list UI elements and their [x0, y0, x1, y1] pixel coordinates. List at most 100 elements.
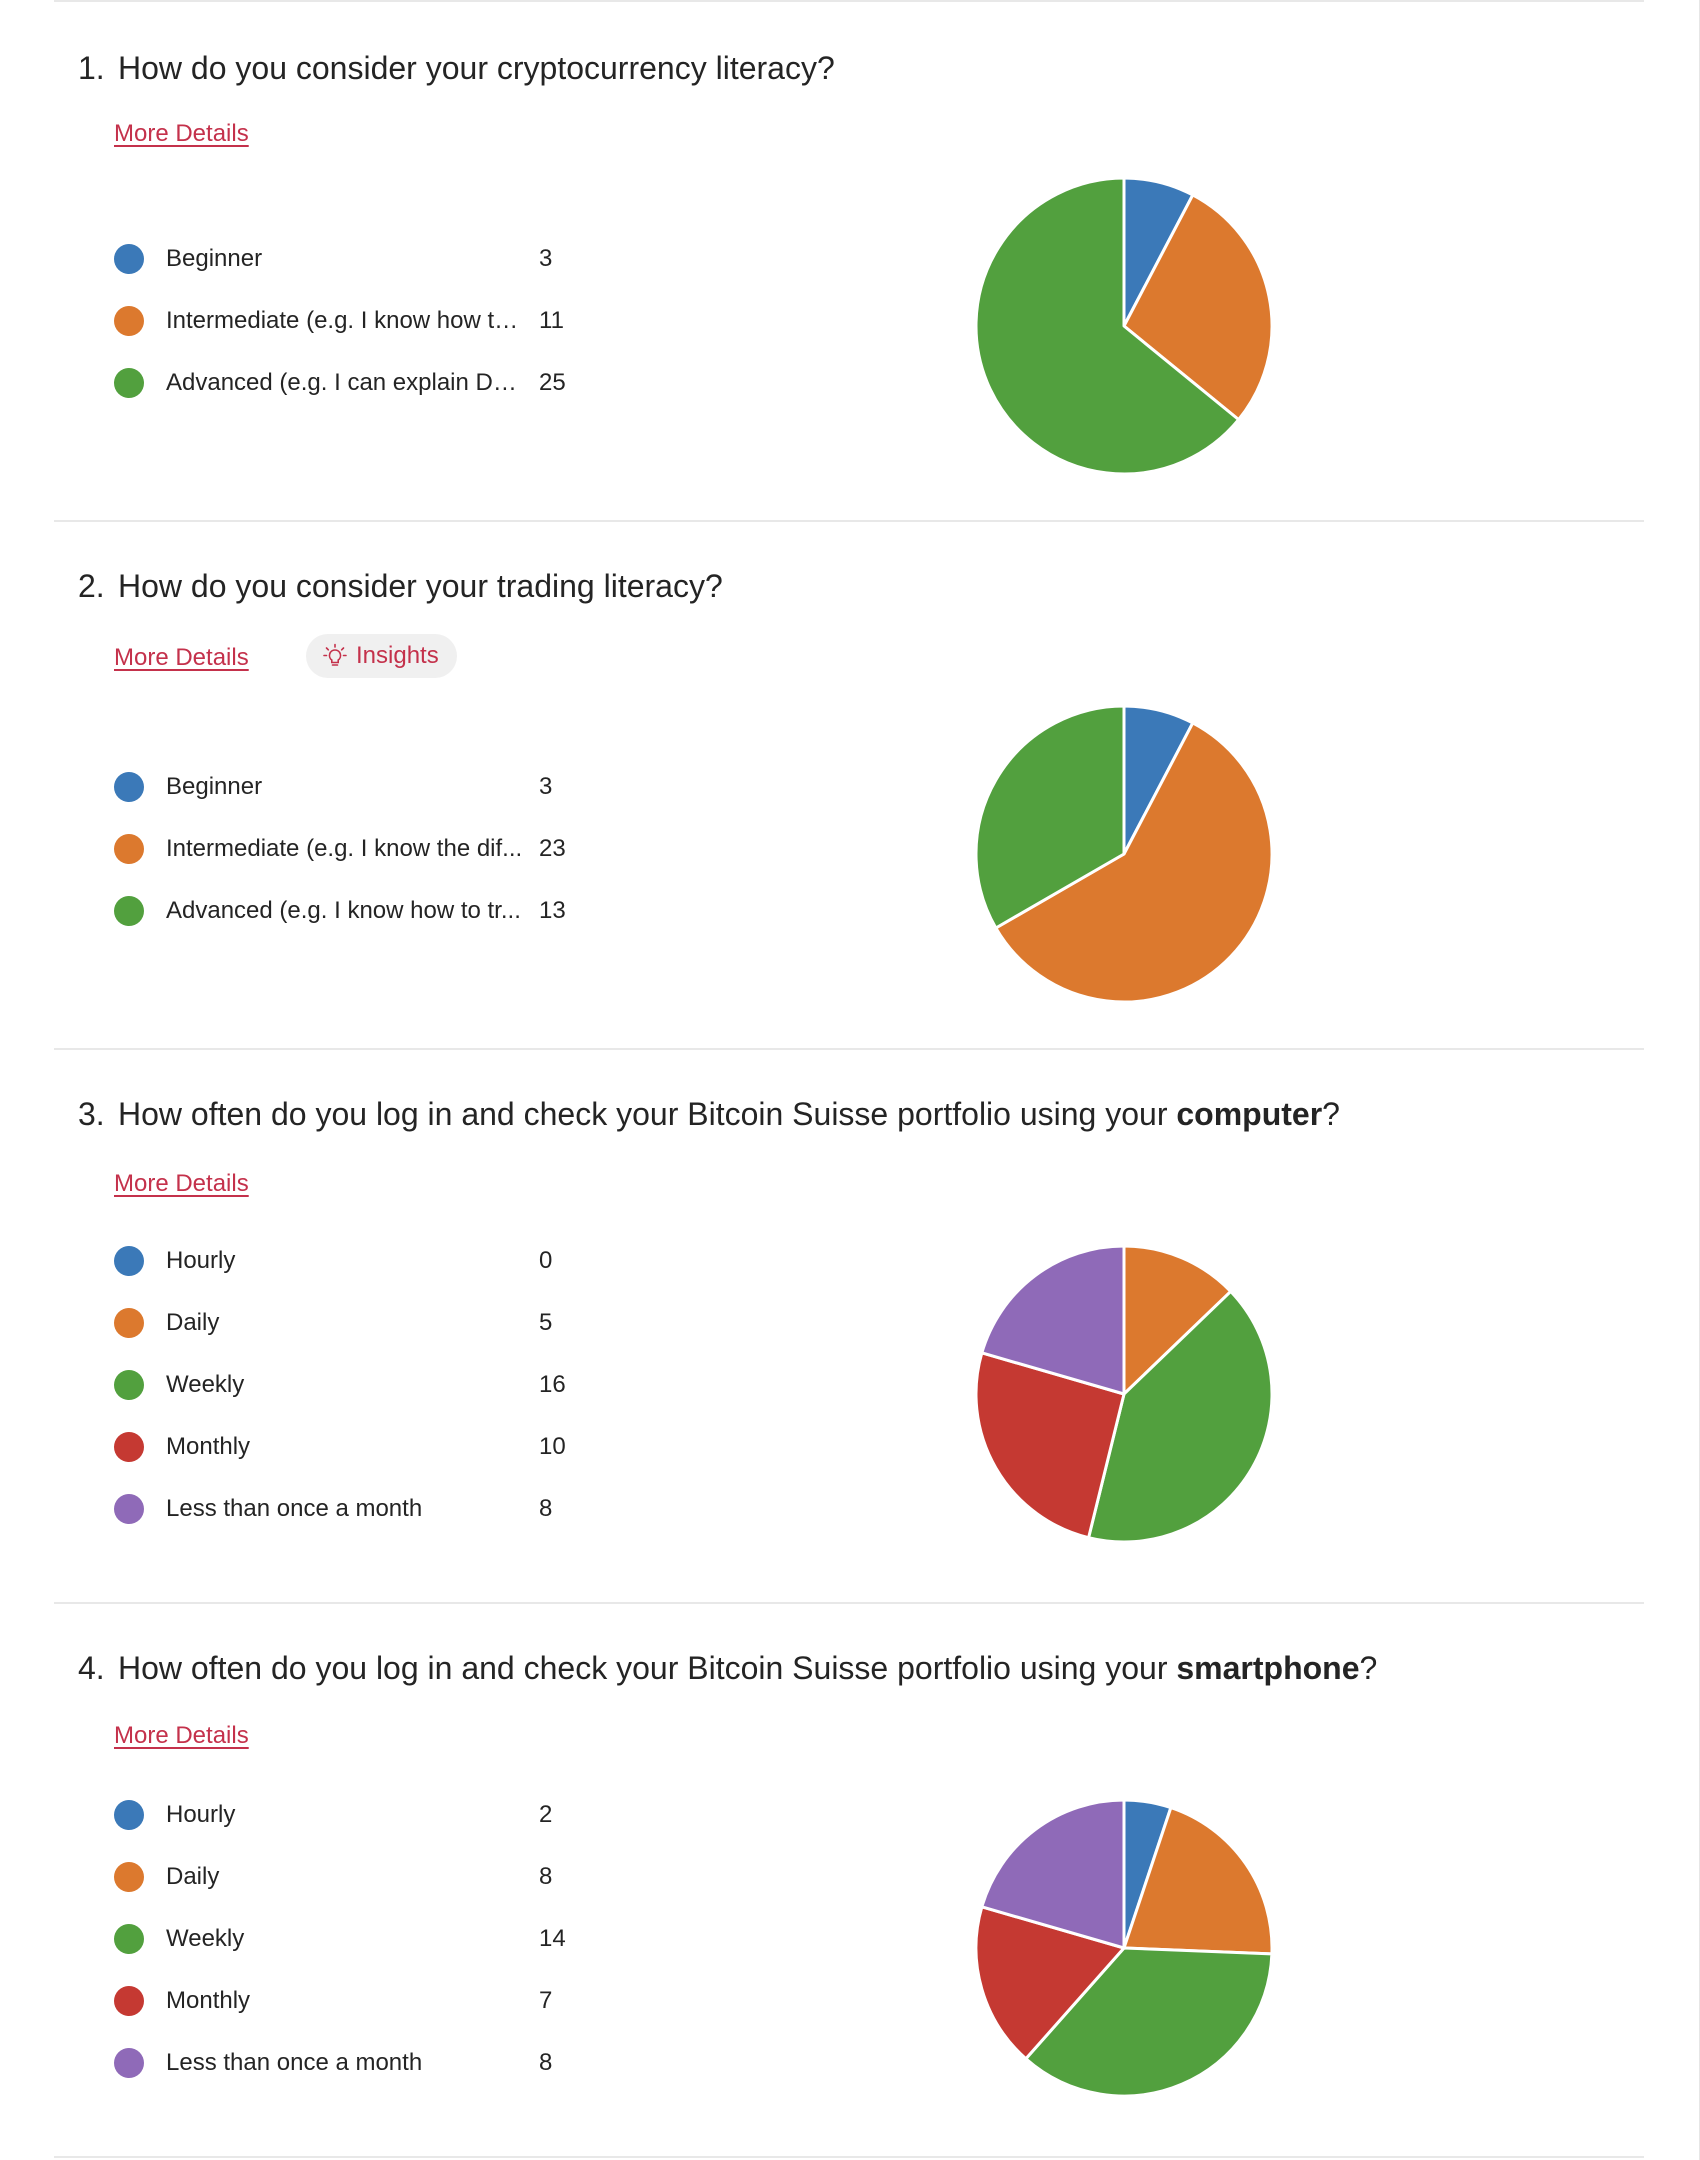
legend-count: 8	[539, 1863, 553, 1890]
legend-item: Beginner 3	[114, 756, 634, 818]
legend-count: 25	[539, 369, 566, 396]
legend: Beginner 3 Intermediate (e.g. I know the…	[114, 756, 634, 942]
legend-count: 13	[539, 897, 566, 924]
legend-label: Monthly	[166, 1433, 251, 1460]
legend-label: Monthly	[166, 1987, 251, 2014]
question-title: 4. How often do you log in and check your…	[78, 1648, 1377, 1688]
legend-label: Daily	[166, 1863, 220, 1890]
more-details-link[interactable]: More Details	[114, 1170, 249, 1197]
legend-item: Hourly 2	[114, 1784, 634, 1846]
pie-slice-daily[interactable]	[1122, 1244, 1233, 1396]
pie-slice-monthly[interactable]	[974, 1905, 1126, 2061]
question-number: 2.	[78, 568, 105, 604]
question-number: 1.	[78, 50, 105, 86]
legend-item: Weekly 16	[114, 1354, 634, 1416]
legend-label: Hourly	[166, 1247, 236, 1274]
legend-count: 23	[539, 835, 566, 862]
legend-swatch	[114, 1370, 144, 1400]
pie-slice-intermediate-e-g-i-know-how-to[interactable]	[1122, 193, 1274, 422]
legend-item: Monthly 7	[114, 1970, 634, 2032]
legend-item: Daily 8	[114, 1846, 634, 1908]
question-title: 3. How often do you log in and check your…	[78, 1094, 1340, 1134]
pie-slice-weekly[interactable]	[1024, 1946, 1274, 2098]
insights-button[interactable]: Insights	[306, 634, 457, 678]
legend-label: Intermediate (e.g. I know how to...	[166, 307, 526, 334]
section-divider	[54, 1048, 1644, 1050]
legend-label: Daily	[166, 1309, 220, 1336]
legend-item: Advanced (e.g. I know how to tr... 13	[114, 880, 634, 942]
question-text: How often do you log in and check your B…	[118, 1096, 1177, 1132]
legend-count: 7	[539, 1987, 553, 2014]
legend-label: Weekly	[166, 1925, 245, 1952]
legend-item: Less than once a month 8	[114, 2032, 634, 2094]
question-text-suffix: ?	[1322, 1096, 1340, 1132]
legend-swatch	[114, 1924, 144, 1954]
legend-count: 14	[539, 1925, 566, 1952]
legend-item: Advanced (e.g. I can explain DeFi) 25	[114, 352, 634, 414]
legend-count: 3	[539, 773, 553, 800]
question-title: 1. How do you consider your cryptocurrenc…	[78, 48, 835, 88]
question-text-bold: smartphone	[1176, 1650, 1360, 1686]
legend-count: 3	[539, 245, 553, 272]
pie-chart[interactable]	[974, 1244, 1274, 1544]
legend-item: Beginner 3	[114, 228, 634, 290]
legend-count: 5	[539, 1309, 553, 1336]
legend-item: Monthly 10	[114, 1416, 634, 1478]
legend-swatch	[114, 1308, 144, 1338]
pie-chart[interactable]	[974, 176, 1274, 476]
legend-swatch	[114, 1986, 144, 2016]
question-text: How often do you log in and check your B…	[118, 1650, 1177, 1686]
legend-item: Intermediate (e.g. I know how to... 11	[114, 290, 634, 352]
question-number: 4.	[78, 1650, 105, 1686]
pie-slice-advanced-e-g-i-know-how-to-tr[interactable]	[974, 704, 1126, 930]
legend-swatch	[114, 2048, 144, 2078]
question-title: 2. How do you consider your trading liter…	[78, 566, 723, 606]
legend-count: 8	[539, 2049, 553, 2076]
pie-chart[interactable]	[974, 704, 1274, 1004]
section-divider	[54, 2156, 1644, 2158]
pie-slice-monthly[interactable]	[974, 1351, 1126, 1540]
question-number: 3.	[78, 1096, 105, 1132]
more-details-link[interactable]: More Details	[114, 120, 249, 147]
legend-swatch	[114, 1800, 144, 1830]
more-details-link[interactable]: More Details	[114, 1722, 249, 1749]
lightbulb-icon	[323, 643, 347, 666]
legend-count: 11	[539, 307, 564, 334]
pie-chart[interactable]	[974, 1798, 1274, 2098]
legend-item: Intermediate (e.g. I know the dif... 23	[114, 818, 634, 880]
legend-swatch	[114, 368, 144, 398]
legend-swatch	[114, 1246, 144, 1276]
pie-slice-less-than-once-a-month[interactable]	[980, 1244, 1126, 1396]
legend-label: Weekly	[166, 1371, 245, 1398]
legend-item: Weekly 14	[114, 1908, 634, 1970]
pie-slice-advanced-e-g-i-can-explain-defi[interactable]	[974, 176, 1241, 476]
section-divider	[54, 0, 1644, 2]
question-text-bold: computer	[1176, 1096, 1323, 1132]
section-divider	[54, 520, 1644, 522]
legend: Beginner 3 Intermediate (e.g. I know how…	[114, 228, 634, 414]
legend-swatch	[114, 306, 144, 336]
pie-slice-daily[interactable]	[1122, 1806, 1274, 1956]
legend-swatch	[114, 244, 144, 274]
legend: Hourly 0 Daily 5 Weekly 16 Monthly 10 Le…	[114, 1230, 634, 1540]
legend-count: 10	[539, 1433, 566, 1460]
legend-swatch	[114, 896, 144, 926]
legend-label: Beginner	[166, 773, 263, 800]
question-text: How do you consider your cryptocurrency …	[118, 50, 835, 86]
legend-label: Advanced (e.g. I can explain DeFi)	[166, 369, 526, 396]
legend: Hourly 2 Daily 8 Weekly 14 Monthly 7 Les…	[114, 1784, 634, 2094]
legend-count: 16	[539, 1371, 566, 1398]
pie-slice-weekly[interactable]	[1087, 1289, 1274, 1544]
legend-swatch	[114, 1862, 144, 1892]
legend-label: Less than once a month	[166, 2049, 423, 2076]
legend-label: Intermediate (e.g. I know the dif...	[166, 835, 523, 862]
legend-item: Less than once a month 8	[114, 1478, 634, 1540]
legend-count: 0	[539, 1247, 553, 1274]
legend-item: Daily 5	[114, 1292, 634, 1354]
pie-slice-less-than-once-a-month[interactable]	[980, 1798, 1126, 1950]
legend-swatch	[114, 1432, 144, 1462]
more-details-link[interactable]: More Details	[114, 644, 249, 671]
question-text-suffix: ?	[1359, 1650, 1378, 1686]
pie-slice-intermediate-e-g-i-know-the-dif[interactable]	[994, 721, 1274, 1004]
